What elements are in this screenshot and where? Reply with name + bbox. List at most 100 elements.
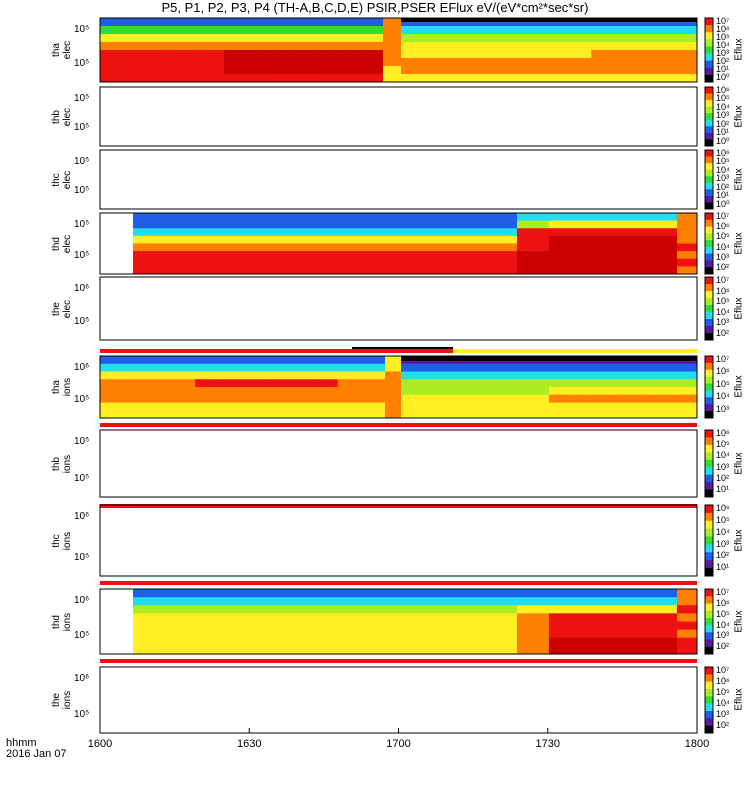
heatmap-cell xyxy=(357,251,390,260)
heatmap-cell xyxy=(506,402,529,411)
heatmap-cell xyxy=(422,402,444,411)
heatmap-cell xyxy=(654,394,677,403)
heatmap-cell xyxy=(365,26,384,35)
colorbar-segment xyxy=(705,560,713,569)
heatmap-cell xyxy=(259,58,278,67)
panel-ylabel: thb ions xyxy=(51,454,73,473)
heatmap-cell xyxy=(401,18,697,22)
heatmap-cell xyxy=(165,621,198,631)
colorbar-tick: 10⁵ xyxy=(716,378,730,389)
heatmap-cell xyxy=(612,371,635,380)
heatmap-cell xyxy=(165,629,198,639)
heatmap-cell xyxy=(654,34,677,43)
heatmap-cell xyxy=(581,645,614,655)
heatmap-cell xyxy=(453,213,486,222)
heatmap-cell xyxy=(117,26,136,35)
heatmap-cell xyxy=(549,220,582,229)
heatmap-cell xyxy=(276,66,296,75)
colorbar-frame xyxy=(704,666,714,734)
heatmap-cell xyxy=(259,18,278,27)
heatmap-cell xyxy=(506,387,529,396)
heatmap-cell xyxy=(453,258,486,267)
heatmap-cell xyxy=(123,371,148,380)
heatmap-cell xyxy=(485,220,518,229)
heatmap-cell xyxy=(100,356,125,365)
heatmap-cell xyxy=(517,243,550,252)
heatmap-cell xyxy=(165,220,198,229)
ytick-label: 10⁵ xyxy=(74,250,90,261)
colorbar-segment xyxy=(705,113,713,121)
heatmap-cell xyxy=(361,379,386,388)
heatmap-cell xyxy=(401,58,423,67)
heatmap-cell xyxy=(581,213,614,222)
panel-frame xyxy=(99,17,698,83)
heatmap-cell xyxy=(549,589,582,598)
heatmap-cell xyxy=(290,371,315,380)
heatmap-cell xyxy=(506,42,529,51)
heatmap-cell xyxy=(527,74,550,83)
heatmap-cell xyxy=(613,621,646,631)
heatmap-cell xyxy=(612,26,635,35)
heatmap-cell xyxy=(389,629,422,639)
heatmap-cell xyxy=(612,66,635,75)
colorbar-segment xyxy=(705,253,713,261)
colorbar-segment xyxy=(705,298,713,306)
heatmap-cell xyxy=(170,58,189,67)
heatmap-cell xyxy=(527,402,550,411)
colorbar-tick: 10⁰ xyxy=(716,135,730,146)
panel-frame xyxy=(99,429,698,498)
heatmap-cell xyxy=(165,243,198,252)
colorbar-tick: 10³ xyxy=(716,538,730,549)
heatmap-cell xyxy=(100,74,119,83)
heatmap-cell xyxy=(549,621,582,631)
heatmap-cell xyxy=(313,402,338,411)
heatmap-cell xyxy=(401,410,423,419)
heatmap-cell xyxy=(312,50,331,59)
heatmap-cell xyxy=(197,258,230,267)
heatmap-cell xyxy=(218,363,243,372)
colorbar-segment xyxy=(705,312,713,320)
colorbar-label: Eflux xyxy=(733,375,745,398)
heatmap-cell xyxy=(135,58,154,67)
heatmap-cell xyxy=(485,235,518,244)
heatmap-cell xyxy=(241,58,260,67)
heatmap-cell xyxy=(464,74,487,83)
heatmap-cell xyxy=(293,621,326,631)
heatmap-cell xyxy=(612,394,635,403)
heatmap-cell xyxy=(612,363,635,372)
heatmap-cell xyxy=(517,629,550,639)
status-bar xyxy=(100,423,697,427)
colorbar-segment xyxy=(705,625,713,633)
heatmap-cell xyxy=(153,66,172,75)
heatmap-cell xyxy=(570,387,592,396)
heatmap-cell xyxy=(613,637,646,647)
heatmap-cell xyxy=(329,58,349,67)
heatmap-cell xyxy=(197,228,230,237)
heatmap-cell xyxy=(188,50,207,59)
colorbar-label: Eflux xyxy=(733,104,745,128)
heatmap-cell xyxy=(421,613,454,622)
heatmap-cell xyxy=(365,18,384,27)
heatmap-cell xyxy=(293,258,326,267)
heatmap-cell xyxy=(117,34,136,43)
colorbar-tick: 10⁵ xyxy=(716,156,730,167)
panel-ylabel: the elec xyxy=(51,299,73,318)
colorbar-tick: 10² xyxy=(716,641,730,652)
heatmap-cell xyxy=(165,597,198,606)
heatmap-cell xyxy=(677,645,698,655)
heatmap-cell xyxy=(485,258,518,267)
status-bar xyxy=(100,581,697,585)
heatmap-cell xyxy=(361,387,386,396)
colorbar-tick: 10² xyxy=(716,720,730,730)
heatmap-cell xyxy=(485,74,508,83)
heatmap-cell xyxy=(325,235,358,244)
heatmap-cell xyxy=(229,228,262,237)
heatmap-cell xyxy=(313,379,338,388)
heatmap-cell xyxy=(197,605,230,614)
heatmap-cell xyxy=(365,66,384,75)
colorbar-tick: 10⁴ xyxy=(716,241,730,252)
heatmap-cell xyxy=(206,50,225,59)
heatmap-cell xyxy=(153,34,172,43)
heatmap-cell xyxy=(389,605,422,614)
heatmap-cell xyxy=(357,629,390,639)
